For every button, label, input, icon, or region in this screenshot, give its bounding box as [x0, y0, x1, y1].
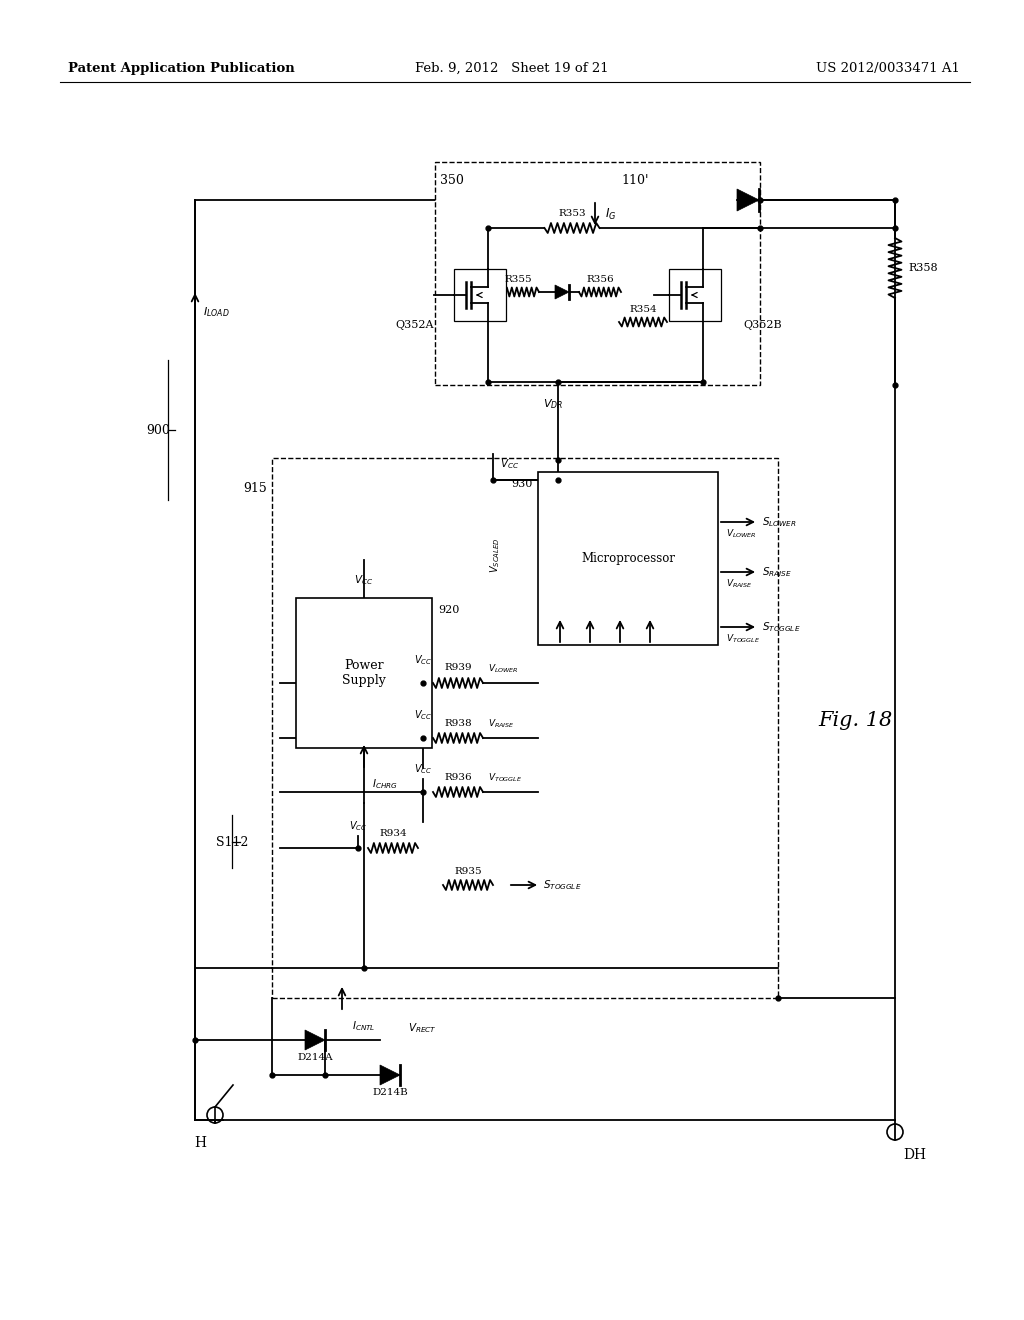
- Text: $V_{RAISE}$: $V_{RAISE}$: [726, 578, 753, 590]
- Text: H: H: [194, 1137, 206, 1150]
- Text: 930: 930: [512, 479, 534, 488]
- Text: $S_{TOGGLE}$: $S_{TOGGLE}$: [762, 620, 801, 634]
- Polygon shape: [305, 1030, 325, 1049]
- Text: S112: S112: [216, 836, 248, 849]
- Text: R353: R353: [558, 210, 586, 219]
- Text: $S_{LOWER}$: $S_{LOWER}$: [762, 515, 797, 529]
- Text: $V_{CC}$: $V_{CC}$: [414, 762, 432, 776]
- Text: $V_{CC}$: $V_{CC}$: [349, 820, 367, 833]
- Bar: [454, 269, 506, 321]
- Text: 915: 915: [244, 482, 267, 495]
- Text: R356: R356: [586, 275, 613, 284]
- Text: Q352A: Q352A: [395, 319, 434, 330]
- Bar: [435, 162, 760, 385]
- Text: $V_{LOWER}$: $V_{LOWER}$: [488, 663, 519, 676]
- Text: $V_{DR}$: $V_{DR}$: [543, 397, 563, 411]
- Text: $V_{RAISE}$: $V_{RAISE}$: [488, 718, 515, 730]
- Text: $V_{RECT}$: $V_{RECT}$: [408, 1022, 436, 1035]
- Text: 110': 110': [622, 173, 649, 186]
- Text: Fig. 18: Fig. 18: [818, 710, 892, 730]
- Text: $S_{RAISE}$: $S_{RAISE}$: [762, 565, 792, 579]
- Text: $V_{LOWER}$: $V_{LOWER}$: [726, 528, 757, 540]
- Text: $V_{CC}$: $V_{CC}$: [414, 653, 432, 667]
- Text: $V_{TOGGLE}$: $V_{TOGGLE}$: [726, 632, 760, 645]
- Text: $V_{TOGGLE}$: $V_{TOGGLE}$: [488, 772, 522, 784]
- Text: $I_{LOAD}$: $I_{LOAD}$: [203, 305, 229, 319]
- Text: Power
Supply: Power Supply: [342, 659, 386, 686]
- Text: $I_{CHRG}$: $I_{CHRG}$: [372, 777, 398, 791]
- Text: Patent Application Publication: Patent Application Publication: [68, 62, 295, 75]
- Text: US 2012/0033471 A1: US 2012/0033471 A1: [816, 62, 961, 75]
- Text: Q352B: Q352B: [743, 319, 781, 330]
- Bar: [669, 269, 721, 321]
- Text: $V_{CC}$: $V_{CC}$: [414, 708, 432, 722]
- Text: $S_{TOGGLE}$: $S_{TOGGLE}$: [543, 878, 582, 892]
- Text: $V_{CC}$: $V_{CC}$: [501, 457, 519, 471]
- Text: $V_{SCALED}$: $V_{SCALED}$: [488, 537, 502, 573]
- Bar: [538, 473, 718, 645]
- Text: R355: R355: [504, 275, 531, 284]
- Text: D214A: D214A: [297, 1053, 333, 1063]
- Bar: [272, 458, 778, 998]
- Text: D214B: D214B: [372, 1088, 408, 1097]
- Text: R936: R936: [444, 772, 472, 781]
- Text: DH: DH: [903, 1148, 926, 1162]
- Text: R935: R935: [455, 866, 482, 875]
- Text: R354: R354: [629, 305, 656, 314]
- Text: 920: 920: [438, 605, 460, 615]
- Text: $I_G$: $I_G$: [605, 206, 616, 222]
- Polygon shape: [380, 1065, 400, 1085]
- Text: R939: R939: [444, 664, 472, 672]
- Text: R358: R358: [908, 263, 938, 273]
- Text: R934: R934: [379, 829, 407, 838]
- Bar: [296, 598, 432, 748]
- Text: 900: 900: [146, 424, 170, 437]
- Text: Microprocessor: Microprocessor: [581, 552, 675, 565]
- Text: R938: R938: [444, 718, 472, 727]
- Polygon shape: [555, 285, 569, 300]
- Text: $V_{CC}$: $V_{CC}$: [354, 573, 374, 587]
- Text: Feb. 9, 2012   Sheet 19 of 21: Feb. 9, 2012 Sheet 19 of 21: [415, 62, 609, 75]
- Text: 350: 350: [440, 173, 464, 186]
- Polygon shape: [737, 189, 759, 211]
- Text: $I_{CNTL}$: $I_{CNTL}$: [352, 1019, 376, 1032]
